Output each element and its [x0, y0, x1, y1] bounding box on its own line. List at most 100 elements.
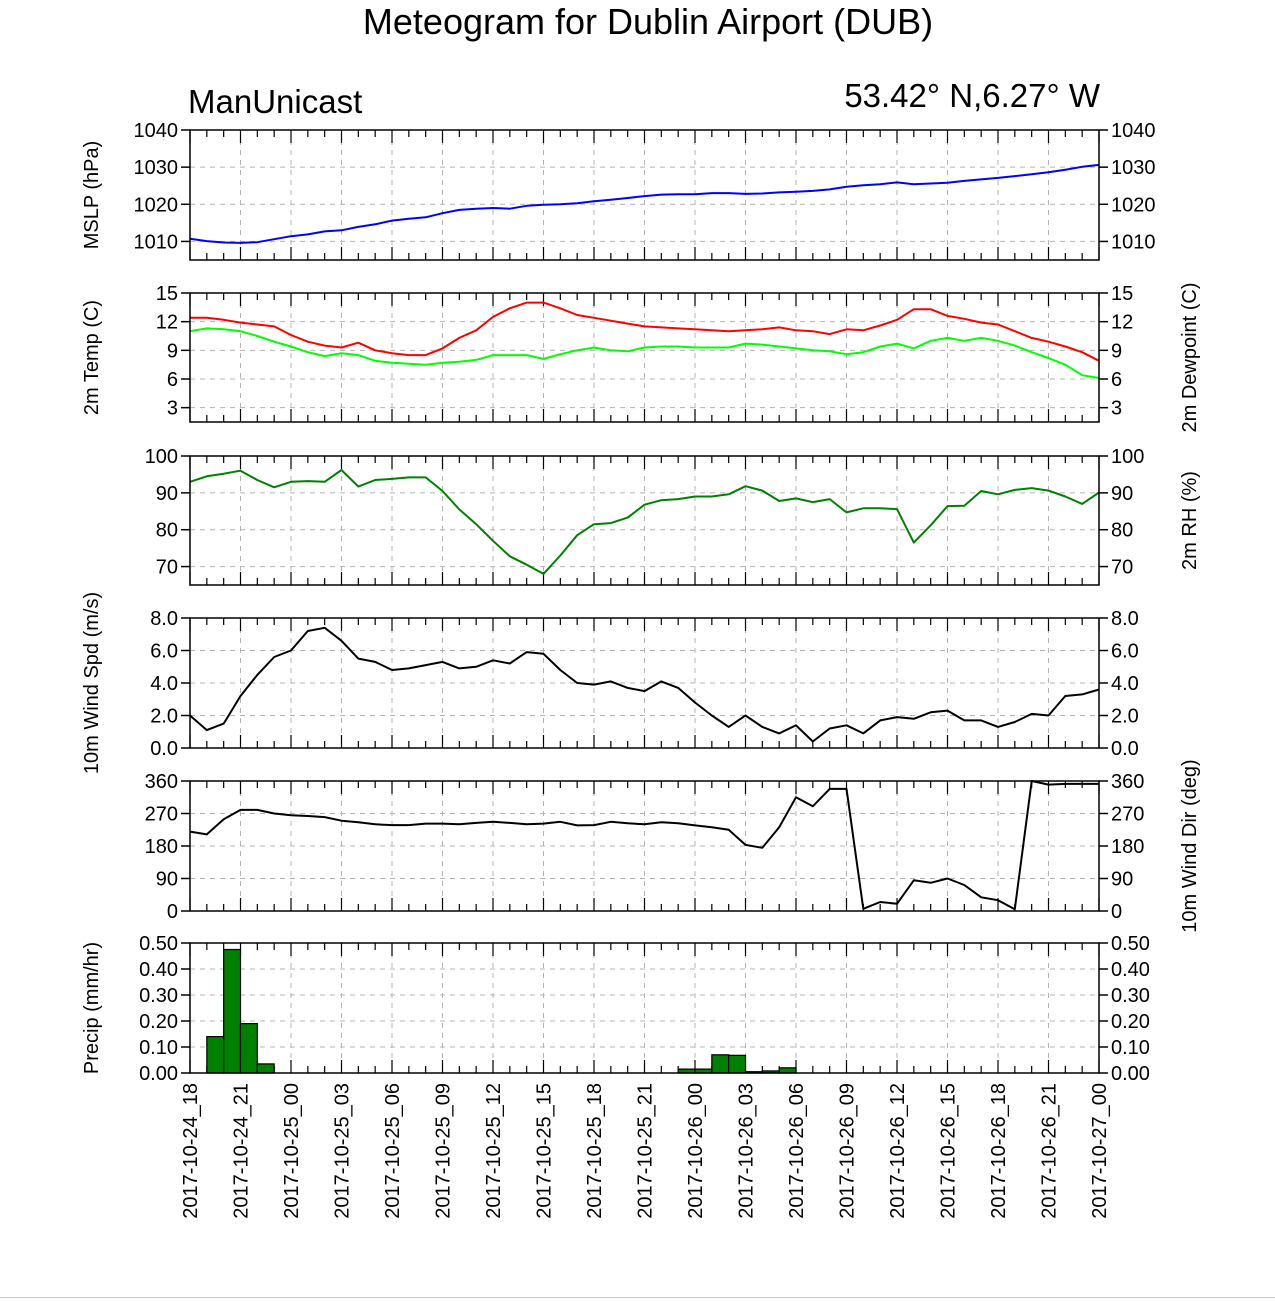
- x-tick-label: 2017-10-26_09: [837, 1083, 859, 1219]
- bottom-rule: [0, 1297, 1275, 1298]
- series-line: [189, 163, 1100, 244]
- y-axis-title-left: 10m Wind Spd (m/s): [81, 592, 103, 774]
- x-tick-label: 2017-10-27_00: [1089, 1083, 1111, 1219]
- x-tick-label: 2017-10-25_12: [483, 1083, 505, 1219]
- y-tick-label-left: 1040: [134, 120, 179, 142]
- x-tick-label: 2017-10-24_18: [180, 1083, 202, 1219]
- y-tick-label-right: 70: [1111, 557, 1133, 579]
- y-tick-label-right: 6: [1111, 369, 1122, 391]
- panels: 1010 1010 1020 1020 1030 1030 1040 1040 MSLP (hP…: [81, 120, 1201, 1085]
- precip-bar: [223, 948, 242, 1074]
- series-line: [189, 327, 1100, 379]
- y-tick-label-right: 80: [1111, 520, 1133, 542]
- y-tick-label-left: 0.0: [150, 738, 178, 760]
- model-label: ManUnicast: [188, 83, 362, 120]
- precip-bar: [239, 1022, 258, 1074]
- x-tick-label: 2017-10-25_18: [584, 1083, 606, 1219]
- y-tick-label-left: 4.0: [150, 673, 178, 695]
- y-tick-label-left: 3: [167, 398, 178, 420]
- x-tick-label: 2017-10-26_18: [988, 1083, 1010, 1219]
- y-tick-label-right: 0.20: [1111, 1011, 1150, 1033]
- x-tick-label: 2017-10-26_15: [938, 1083, 960, 1219]
- y-tick-label-left: 90: [156, 869, 178, 891]
- x-tick-label: 2017-10-26_03: [736, 1083, 758, 1219]
- panel-frame: [189, 292, 1100, 423]
- time-axis: 2017-10-24_18 2017-10-24_21 2017-10-25_00 2…: [180, 1083, 1111, 1219]
- y-tick-label-left: 6.0: [150, 641, 178, 663]
- y-tick-label-right: 0.30: [1111, 985, 1150, 1007]
- y-tick-label-left: 360: [145, 771, 178, 793]
- precip-bar: [778, 1067, 797, 1074]
- y-tick-label-right: 2.0: [1111, 706, 1139, 728]
- y-axis-title-right: 10m Wind Dir (deg): [1179, 759, 1201, 932]
- y-tick-label-right: 1010: [1111, 231, 1156, 253]
- x-tick-label: 2017-10-25_09: [433, 1083, 455, 1219]
- chart-title: Meteogram for Dublin Airport (DUB): [363, 1, 933, 42]
- y-tick-label-left: 0.20: [139, 1011, 178, 1033]
- y-tick-label-right: 1040: [1111, 120, 1156, 142]
- y-tick-label-right: 0.10: [1111, 1037, 1150, 1059]
- wind-speed-panel: 0.0 0.0 2.0 2.0 4.0 4.0 6.0 6.0 8.0 8.0 10m Wind S…: [81, 592, 1139, 774]
- x-tick-label: 2017-10-26_06: [786, 1083, 808, 1219]
- panel-frame: [189, 617, 1100, 749]
- x-tick-label: 2017-10-25_00: [281, 1083, 303, 1219]
- y-tick-label-right: 270: [1111, 804, 1144, 826]
- mslp-panel: 1010 1010 1020 1020 1030 1030 1040 1040 MSLP (hP…: [81, 120, 1156, 261]
- precip-bar: [728, 1054, 747, 1074]
- precip-bar: [206, 1035, 225, 1074]
- x-tick-label: 2017-10-26_21: [1039, 1083, 1061, 1219]
- y-tick-label-right: 0.0: [1111, 738, 1139, 760]
- panel-frame: [189, 780, 1100, 912]
- y-tick-label-left: 270: [145, 804, 178, 826]
- series-line: [190, 301, 1100, 362]
- temp-dewpoint-panel: 3 3 6 6 9 9 12 12 15 15 2m Temp (C) 2m Dewpoint (C): [81, 282, 1201, 432]
- y-tick-label-left: 9: [167, 340, 178, 362]
- y-tick-label-right: 4.0: [1111, 673, 1139, 695]
- y-axis-title-right: 2m Dewpoint (C): [1179, 282, 1201, 432]
- y-tick-label-left: 0.10: [139, 1037, 178, 1059]
- x-tick-label: 2017-10-26_12: [887, 1083, 909, 1219]
- series-line: [189, 626, 1100, 743]
- y-tick-label-left: 0.40: [139, 959, 178, 981]
- y-tick-label-right: 0.00: [1111, 1063, 1150, 1085]
- x-tick-label: 2017-10-25_03: [332, 1083, 354, 1219]
- y-tick-label-left: 70: [156, 557, 178, 579]
- y-axis-title-left: 2m Temp (C): [81, 300, 103, 415]
- y-tick-label-left: 15: [156, 283, 178, 305]
- y-tick-label-right: 8.0: [1111, 608, 1139, 630]
- y-axis-title-right: 2m RH (%): [1179, 471, 1201, 570]
- series-line: [189, 469, 1100, 575]
- precip-panel: 0.00 0.00 0.10 0.10 0.20 0.20 0.30 0.30 0.40 0.40…: [81, 933, 1150, 1085]
- panel-frame: [189, 129, 1100, 261]
- panel-frame: [189, 455, 1100, 586]
- y-tick-label-right: 12: [1111, 312, 1133, 334]
- y-tick-label-left: 2.0: [150, 706, 178, 728]
- y-tick-label-left: 1010: [134, 231, 179, 253]
- y-tick-label-left: 8.0: [150, 608, 178, 630]
- y-tick-label-right: 180: [1111, 836, 1144, 858]
- y-tick-label-right: 1020: [1111, 194, 1156, 216]
- x-tick-label: 2017-10-25_21: [635, 1083, 657, 1219]
- y-tick-label-right: 0.50: [1111, 933, 1150, 955]
- precip-bar: [711, 1054, 730, 1074]
- precip-bar: [256, 1063, 275, 1074]
- y-tick-label-right: 90: [1111, 869, 1133, 891]
- x-tick-label: 2017-10-24_21: [231, 1083, 253, 1219]
- y-tick-label-left: 0.30: [139, 985, 178, 1007]
- y-tick-label-left: 12: [156, 312, 178, 334]
- y-tick-label-right: 360: [1111, 771, 1144, 793]
- y-tick-label-right: 3: [1111, 398, 1122, 420]
- y-tick-label-left: 1020: [134, 194, 179, 216]
- y-tick-label-left: 100: [145, 446, 178, 468]
- y-tick-label-right: 0.40: [1111, 959, 1150, 981]
- y-tick-label-right: 1030: [1111, 157, 1156, 179]
- y-tick-label-left: 1030: [134, 157, 179, 179]
- rh-panel: 70 70 80 80 90 90 100 100 2m RH (%): [145, 446, 1201, 586]
- y-tick-label-right: 6.0: [1111, 641, 1139, 663]
- y-axis-title-left: MSLP (hPa): [81, 141, 103, 250]
- y-tick-label-left: 90: [156, 483, 178, 505]
- y-tick-label-left: 6: [167, 369, 178, 391]
- x-tick-label: 2017-10-25_15: [534, 1083, 556, 1219]
- x-tick-label: 2017-10-26_00: [685, 1083, 707, 1219]
